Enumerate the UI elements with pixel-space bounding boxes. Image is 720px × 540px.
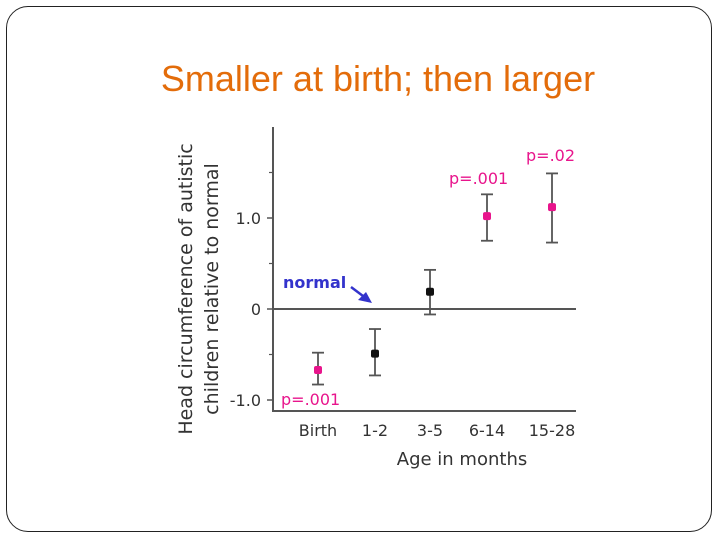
x-tick-label-4: 15-28: [529, 421, 576, 440]
y-axis-label-line2: children relative to normal: [201, 163, 223, 415]
slide-title: Smaller at birth; then larger: [160, 58, 596, 99]
reference-line-label: normal: [283, 273, 346, 292]
normal-arrow-head: [358, 292, 372, 303]
slide-frame: [6, 6, 712, 532]
x-tick-label-2: 3-5: [417, 421, 443, 440]
x-tick-label-3: 6-14: [469, 421, 505, 440]
data-point-3: [483, 212, 491, 221]
x-axis-label: Age in months: [397, 449, 527, 470]
x-tick-label-1: 1-2: [362, 421, 388, 440]
y-axis-label-line1: Head circumference of autistic: [175, 143, 197, 434]
p-value-annotation-1: p=.001: [449, 169, 508, 188]
data-point-1: [371, 349, 379, 358]
data-point-2: [426, 287, 434, 296]
y-tick-label-1: 0: [251, 300, 261, 319]
p-value-annotation-2: p=.02: [526, 146, 575, 165]
plot-area: 1.0 0 -1.0 Birth 1-2 3-5 6-14 15-28 normal p=.001…: [230, 146, 576, 440]
data-point-0: [314, 365, 322, 374]
x-tick-label-0: Birth: [299, 421, 337, 440]
p-value-annotation-0: p=.001: [281, 390, 340, 409]
y-tick-label-0: 1.0: [236, 209, 261, 228]
data-point-4: [548, 203, 556, 212]
y-axis-title: Head circumference of autistic children …: [175, 143, 223, 434]
y-tick-label-2: -1.0: [230, 391, 261, 410]
